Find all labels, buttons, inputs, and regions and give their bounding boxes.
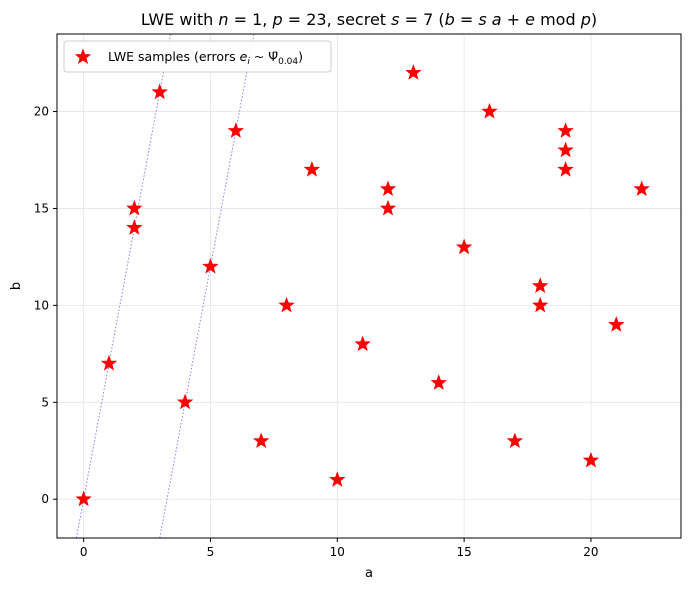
data-point-star (405, 64, 422, 80)
x-axis-ticks: 0 5 10 15 20 (80, 538, 599, 559)
x-tick-label: 10 (330, 545, 345, 559)
data-point-star (151, 83, 168, 100)
data-point-star (557, 122, 574, 138)
plot-frame (56, 33, 682, 539)
data-point-star (557, 141, 574, 158)
y-tick-label: 10 (34, 298, 49, 312)
data-point-star (252, 432, 270, 449)
y-tick-label: 0 (41, 492, 49, 506)
data-point-star (379, 199, 397, 216)
legend-star-icon (74, 48, 92, 64)
x-tick-label: 20 (583, 545, 598, 559)
data-point-star (633, 180, 650, 197)
data-point-star (532, 277, 549, 293)
y-tick-label: 20 (34, 105, 49, 119)
grid-lines (57, 34, 681, 538)
x-tick-label: 0 (80, 545, 88, 559)
data-point-star (608, 316, 625, 332)
legend-box (63, 40, 332, 73)
data-point-star (430, 374, 447, 390)
y-tick-label: 5 (41, 395, 49, 409)
legend-star-marker (74, 48, 92, 64)
data-point-star (532, 296, 549, 313)
data-point-star (126, 219, 143, 235)
data-point-star (176, 393, 194, 410)
data-point-star (202, 257, 219, 274)
data-point-star (506, 432, 524, 449)
plot-area (57, 34, 681, 538)
y-axis-label: b (9, 282, 24, 290)
data-point-star (379, 180, 397, 197)
data-point-star (329, 471, 346, 487)
data-point-star (227, 122, 245, 138)
y-axis-ticks: 0 5 10 15 20 (34, 105, 57, 506)
chart-title: LWE with n = 1, p = 23, secret s = 7 (b … (141, 10, 597, 29)
data-point-star (126, 199, 143, 216)
legend-label: LWE samples (errors ei ~ Ψ̄0.04) (108, 49, 303, 67)
data-point-star (278, 296, 295, 313)
data-point-star (481, 102, 498, 119)
data-point-star (582, 451, 600, 468)
x-axis-label: a (365, 566, 373, 581)
data-point-star (303, 161, 321, 177)
data-point-star (354, 335, 371, 352)
reference-line (159, 34, 255, 538)
reference-lines (75, 34, 255, 538)
data-points (75, 64, 650, 507)
y-tick-label: 15 (34, 201, 49, 215)
data-point-star (100, 354, 118, 371)
data-point-star (557, 161, 574, 177)
legend: LWE samples (errors ei ~ Ψ̄0.04) (63, 40, 332, 73)
reference-line (75, 34, 172, 538)
data-point-star (75, 490, 92, 507)
x-tick-label: 5 (207, 545, 215, 559)
x-tick-label: 15 (456, 545, 471, 559)
data-point-star (455, 238, 473, 255)
